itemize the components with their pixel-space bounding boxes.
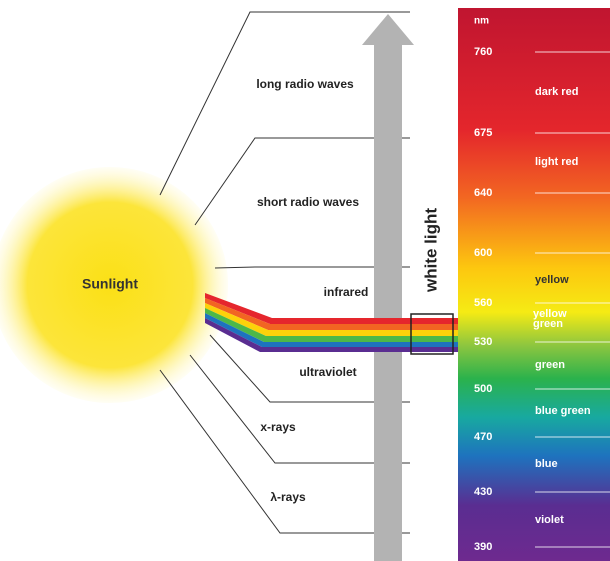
band-label: infrared bbox=[324, 285, 369, 299]
color-name: yellow bbox=[535, 274, 569, 286]
band-label: ultraviolet bbox=[299, 365, 356, 379]
band-label: long radio waves bbox=[256, 77, 354, 91]
wavelength: 390 bbox=[474, 541, 492, 553]
color-name: violet bbox=[535, 514, 564, 526]
band-label: short radio waves bbox=[257, 195, 359, 209]
wavelength: 500 bbox=[474, 383, 492, 395]
band-label: λ-rays bbox=[270, 490, 306, 504]
color-name: yellow green bbox=[533, 309, 567, 330]
color-name: dark red bbox=[535, 86, 578, 98]
light-beam bbox=[205, 293, 458, 352]
wavelength: 640 bbox=[474, 187, 492, 199]
wavelength: 600 bbox=[474, 247, 492, 259]
band-label: x-rays bbox=[260, 420, 296, 434]
wavelength: 760 bbox=[474, 46, 492, 58]
color-name-box: yellow green bbox=[533, 309, 567, 330]
wavelength: 470 bbox=[474, 431, 492, 443]
sun-label: Sunlight bbox=[82, 276, 138, 292]
white-light-arrow bbox=[362, 14, 414, 561]
sun bbox=[0, 167, 228, 403]
spectrum-lines bbox=[535, 51, 610, 548]
color-name: blue bbox=[535, 458, 558, 470]
wavelength: 430 bbox=[474, 486, 492, 498]
arrow-label: white light bbox=[421, 208, 440, 293]
spectrum bbox=[458, 8, 610, 561]
color-name: blue green bbox=[535, 405, 591, 417]
color-name: green bbox=[535, 359, 565, 371]
wavelength: 675 bbox=[474, 127, 492, 139]
color-name: light red bbox=[535, 156, 578, 168]
focus-box bbox=[410, 313, 454, 355]
wavelength: 560 bbox=[474, 297, 492, 309]
unit: nm bbox=[474, 16, 489, 27]
wavelength: 530 bbox=[474, 336, 492, 348]
band-lines bbox=[159, 11, 410, 534]
